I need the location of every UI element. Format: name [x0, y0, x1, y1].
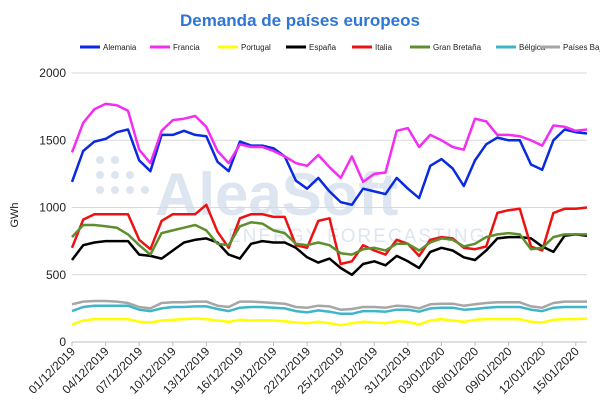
watermark-logo-dot	[96, 171, 104, 179]
legend-label-paises-bajos: Países Bajos	[563, 43, 600, 52]
watermark-logo-dot	[111, 171, 119, 179]
legend-label-belgica: Bélgica	[519, 43, 546, 52]
watermark-logo-dot	[111, 186, 119, 194]
y-axis-label: GWh	[9, 202, 21, 227]
x-axis: 01/12/201904/12/201907/12/201910/12/2019…	[26, 341, 587, 397]
y-tick-label: 2000	[39, 66, 66, 80]
legend-label-portugal: Portugal	[241, 43, 271, 52]
series-line-portugal	[71, 317, 588, 327]
chart-title: Demanda de países europeos	[180, 11, 420, 30]
series-line-alemania	[70, 128, 588, 207]
legend-label-francia: Francia	[173, 43, 200, 52]
legend-label-italia: Italia	[375, 43, 392, 52]
y-tick-label: 1000	[39, 201, 66, 215]
y-tick-label: 1500	[39, 133, 66, 147]
series-line-gran-bretana	[71, 221, 587, 256]
legend-label-alemania: Alemania	[103, 43, 137, 52]
y-axis: 0 500 1000 1500 2000	[39, 66, 66, 349]
series-line-belgica	[71, 304, 587, 316]
legend: Alemania Francia Portugal España Italia Gran …	[80, 43, 600, 52]
series-line-paises-bajos	[71, 299, 587, 311]
watermark-tagline: ENERGY FORECASTING	[228, 226, 486, 247]
watermark-logo-dot	[111, 156, 119, 164]
series-line-espana	[71, 233, 588, 277]
series-lines	[70, 102, 588, 327]
legend-label-espana: España	[309, 43, 337, 52]
y-tick-label: 500	[46, 268, 66, 282]
series-line-francia	[70, 102, 588, 184]
watermark-logo-dot	[96, 156, 104, 164]
legend-label-gran-bretana: Gran Bretaña	[433, 43, 482, 52]
series-line-italia	[70, 203, 588, 266]
watermark-logo-dot	[126, 186, 134, 194]
watermark-logo-dot	[96, 186, 104, 194]
watermark-logo-dot	[141, 186, 149, 194]
y-tick-label: 0	[59, 335, 66, 349]
watermark-logo-dot	[126, 171, 134, 179]
